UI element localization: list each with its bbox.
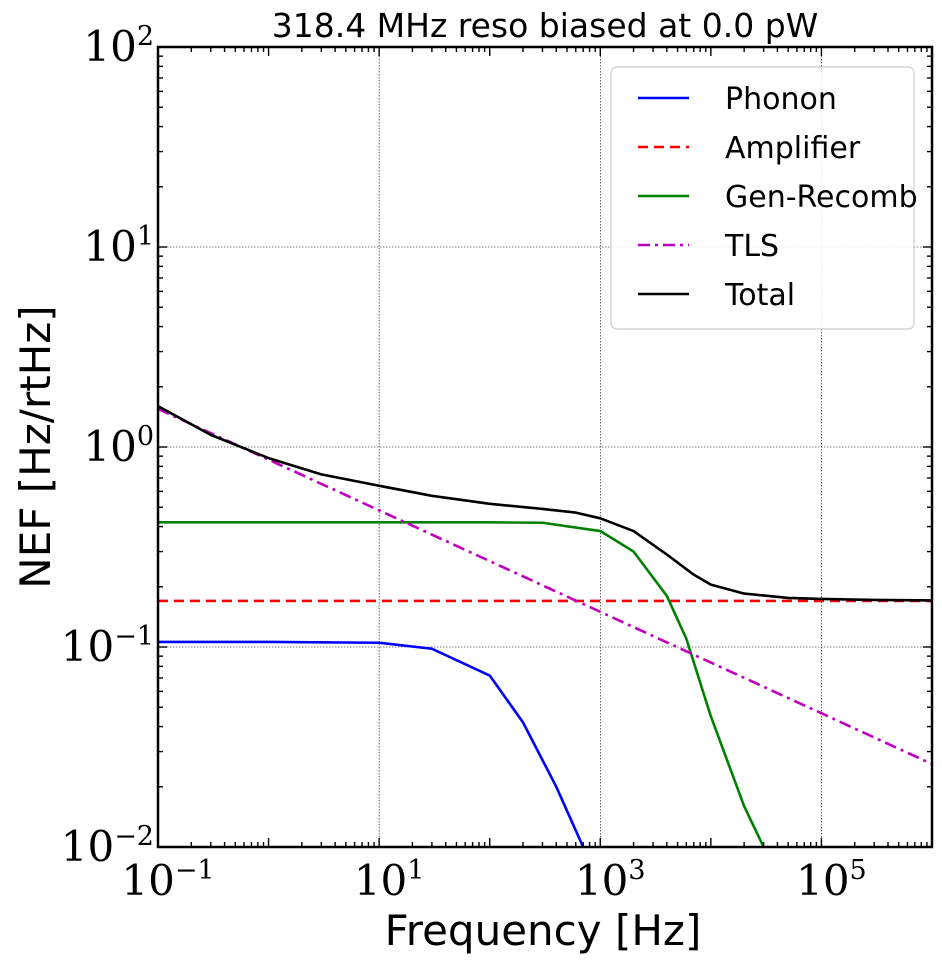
y-tick-label: 102 — [83, 21, 154, 71]
series-line-gen-recomb — [158, 521, 765, 847]
x-tick-label: 101 — [354, 855, 425, 905]
y-tick-label: 10−2 — [61, 821, 154, 871]
x-tick-label: 103 — [575, 855, 646, 905]
legend-label: Gen-Recomb — [725, 180, 918, 215]
series-lines — [158, 405, 932, 847]
series-line-total — [158, 405, 932, 602]
legend: Phonon Amplifier Gen-Recomb TLS Total — [610, 66, 918, 330]
y-axis-label: NEF [Hz/rtHz] — [11, 305, 60, 588]
series-line-tls — [158, 407, 932, 766]
x-axis-label: Frequency [Hz] — [385, 906, 702, 955]
tick-marks — [157, 47, 932, 848]
chart-title: 318.4 MHz reso biased at 0.0 pW — [272, 6, 819, 45]
legend-label: Amplifier — [725, 131, 861, 166]
y-tick-label: 10−1 — [61, 621, 154, 671]
x-tick-label: 105 — [796, 855, 867, 905]
y-tick-label: 100 — [83, 421, 154, 471]
legend-label: Total — [724, 278, 795, 313]
legend-label: TLS — [724, 229, 779, 264]
legend-box — [610, 66, 915, 330]
y-tick-label: 101 — [83, 221, 154, 271]
x-tick-label: 10−1 — [121, 855, 214, 905]
series-line-phonon — [158, 640, 585, 847]
legend-label: Phonon — [725, 82, 837, 117]
